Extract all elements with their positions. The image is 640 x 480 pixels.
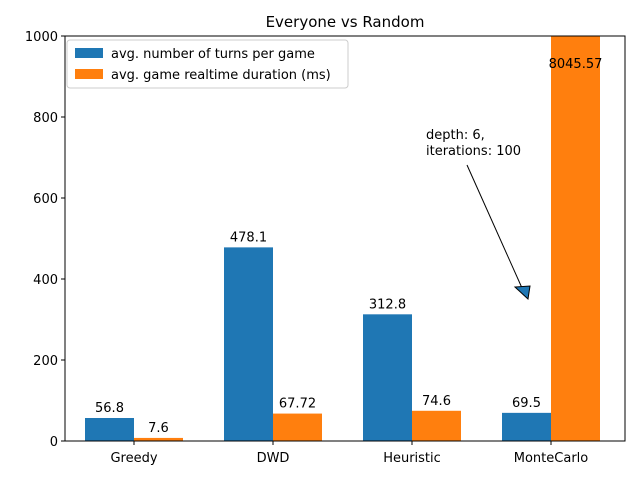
y-tick-label: 200 (33, 354, 58, 369)
y-tick-label: 1000 (25, 30, 58, 45)
bar (363, 314, 412, 441)
legend-label: avg. game realtime duration (ms) (111, 68, 331, 83)
value-label: 7.6 (148, 421, 169, 436)
legend-swatch (75, 48, 103, 58)
value-label: 69.5 (512, 396, 541, 411)
annotation-arrowhead (513, 285, 531, 301)
annotation-arrow (466, 164, 523, 289)
annotation: depth: 6, iterations: 100 (426, 128, 522, 159)
x-tick-label: Greedy (110, 451, 157, 466)
y-tick-label: 0 (50, 435, 58, 450)
bar (412, 410, 461, 441)
chart-title: Everyone vs Random (266, 13, 425, 31)
value-label: 56.8 (95, 401, 124, 416)
legend-label: avg. number of turns per game (111, 47, 315, 62)
bar (224, 247, 273, 441)
y-tick-label: 600 (33, 192, 58, 207)
bar (134, 437, 183, 441)
y-tick-label: 400 (33, 273, 58, 288)
value-label: 312.8 (369, 297, 406, 312)
y-tick-label: 800 (33, 111, 58, 126)
legend-box (66, 39, 349, 89)
overlay: 0 200 400 600 800 1000 Greedy 56.8 7.6 DWD 478.1 67… (25, 30, 626, 466)
value-label: 74.6 (422, 394, 451, 409)
legend-swatch (75, 69, 103, 79)
value-label: 478.1 (230, 230, 267, 245)
x-tick-label: Heuristic (383, 451, 441, 466)
bar (551, 36, 600, 441)
bar (273, 413, 322, 441)
x-tick-label: DWD (257, 451, 290, 466)
bar (85, 417, 134, 441)
bar (502, 412, 551, 441)
plot-area (85, 36, 600, 441)
axes-frame (64, 35, 626, 442)
value-label: 67.72 (279, 397, 316, 412)
value-label: 8045.57 (549, 57, 603, 72)
x-tick-label: MonteCarlo (514, 451, 589, 466)
